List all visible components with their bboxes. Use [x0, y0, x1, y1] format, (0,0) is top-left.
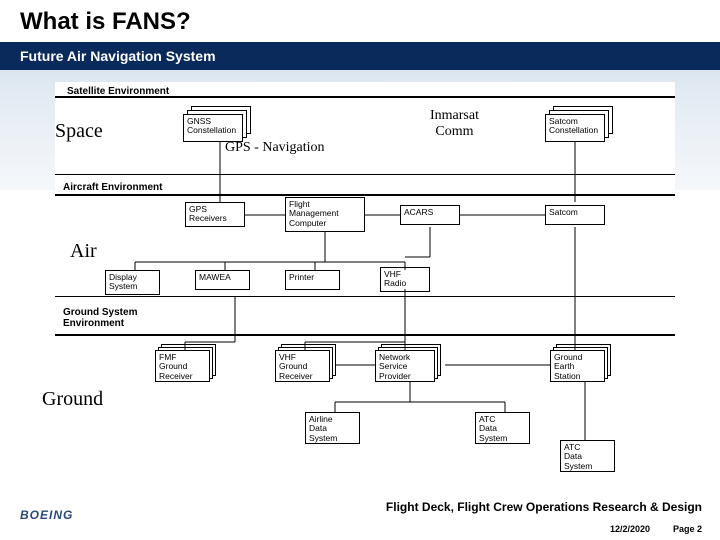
rule-top: [55, 96, 675, 98]
node-gnss: GNSS Constellation: [183, 114, 243, 142]
footer-date: 12/2/2020: [610, 524, 650, 534]
node-airline: Airline Data System: [305, 412, 360, 444]
rule-air-top: [55, 194, 675, 196]
boeing-logo: BOEING: [20, 508, 73, 522]
node-nsp: Network Service Provider: [375, 350, 435, 382]
footer-text: Flight Deck, Flight Crew Operations Rese…: [386, 500, 702, 514]
annotation-inmarsat: Inmarsat Comm: [430, 108, 479, 140]
rule-air-bottom: [55, 296, 675, 297]
slide: What is FANS? Future Air Navigation Syst…: [0, 0, 720, 540]
node-fmc: Flight Management Computer: [285, 197, 365, 232]
node-vhf-rx: VHF Ground Receiver: [275, 350, 330, 382]
node-atc2: ATC Data System: [560, 440, 615, 472]
node-vhf: VHF Radio: [380, 267, 430, 292]
node-fmf-rx: FMF Ground Receiver: [155, 350, 210, 382]
node-display: Display System: [105, 270, 160, 295]
subtitle-text: Future Air Navigation System: [20, 48, 216, 64]
rule-sat-bottom: [55, 174, 675, 175]
subtitle-bar: Future Air Navigation System: [0, 42, 720, 70]
section-air: Air: [70, 240, 97, 263]
node-atc1: ATC Data System: [475, 412, 530, 444]
page-title: What is FANS?: [20, 8, 191, 36]
node-printer: Printer: [285, 270, 340, 290]
diagram-panel: Satellite Environment Aircraft Environme…: [55, 82, 675, 472]
node-mawea: MAWEA: [195, 270, 250, 290]
env-ground: Ground System Environment: [63, 307, 137, 329]
node-satcom-const: Satcom Constellation: [545, 114, 605, 142]
env-aircraft: Aircraft Environment: [63, 182, 162, 193]
node-satcom: Satcom: [545, 205, 605, 225]
annotation-gps: GPS - Navigation: [225, 140, 325, 156]
footer-page: Page 2: [673, 524, 702, 534]
rule-ground-top: [55, 334, 675, 336]
node-gps-rx: GPS Receivers: [185, 202, 245, 227]
node-ges: Ground Earth Station: [550, 350, 605, 382]
node-acars: ACARS: [400, 205, 460, 225]
section-space: Space: [55, 120, 103, 143]
section-ground: Ground: [42, 388, 103, 411]
